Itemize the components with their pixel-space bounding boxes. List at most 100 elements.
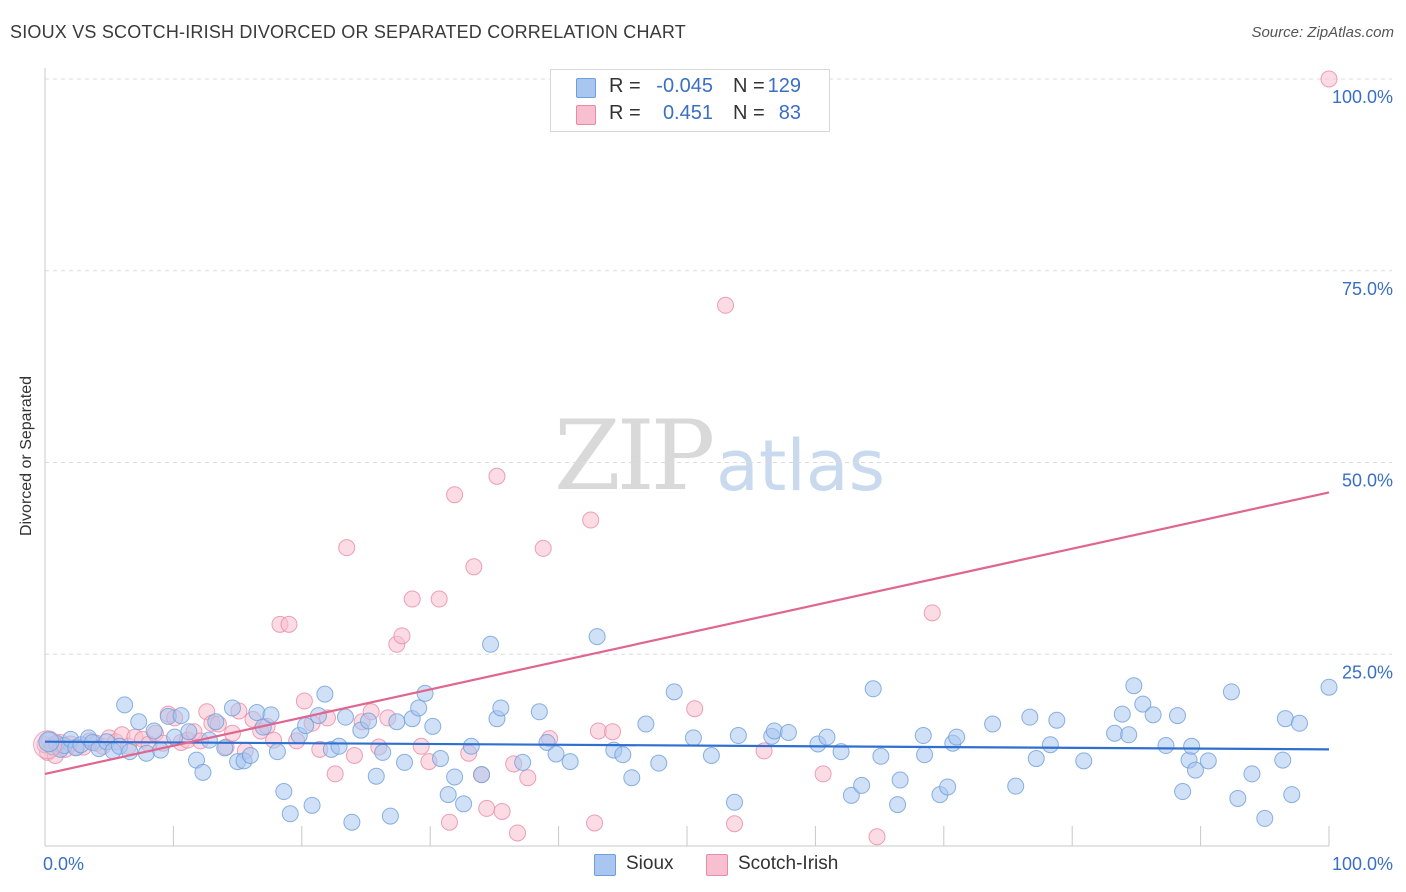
sioux-point (530, 703, 548, 721)
n-value: 129 (767, 75, 801, 97)
sioux-point (455, 795, 473, 813)
sioux-point (1048, 711, 1066, 729)
scotch-irish-point (868, 828, 886, 846)
watermark-atlas: atlas (716, 425, 886, 507)
sioux-point (130, 713, 148, 731)
scotch-irish-point (465, 558, 483, 576)
sioux-point (446, 768, 464, 786)
sioux-point (842, 786, 860, 804)
sioux-point (948, 728, 966, 746)
sioux-point (303, 796, 321, 814)
sioux-point (172, 707, 190, 725)
sioux-point (702, 746, 720, 764)
scotch-irish-point (726, 815, 744, 833)
sioux-swatch (576, 78, 596, 98)
scotch-irish-point (509, 824, 527, 842)
sioux-point (1041, 736, 1059, 754)
sioux-point (891, 771, 909, 789)
sioux-point (637, 715, 655, 733)
sioux-point (431, 750, 449, 768)
sioux-point (1199, 752, 1217, 770)
sioux-point (1021, 708, 1039, 726)
sioux-point (116, 696, 134, 714)
chart-title: SIOUX VS SCOTCH-IRISH DIVORCED OR SEPARA… (10, 22, 686, 42)
scotch-irish-point (582, 511, 600, 529)
r-label: R = (609, 102, 641, 124)
sioux-point (1144, 706, 1162, 724)
scotch-irish-point (412, 737, 430, 755)
sioux-point (343, 813, 361, 831)
sioux-point (916, 746, 934, 764)
sioux-point (1276, 710, 1294, 728)
scotch-irish-point (326, 765, 344, 783)
scotch-irish-point (686, 700, 704, 718)
sioux-point (614, 746, 632, 764)
sioux-point (1027, 750, 1045, 768)
n-label: N = (733, 102, 765, 124)
sioux-point (729, 727, 747, 745)
sioux-point (1075, 752, 1093, 770)
sioux-point (410, 699, 428, 717)
sioux-point (1222, 683, 1240, 701)
scotch-irish-point (589, 722, 607, 740)
source-credit: Source: ZipAtlas.com (1251, 24, 1394, 41)
sioux-point (492, 699, 510, 717)
sioux-point (194, 763, 212, 781)
sioux-point (360, 712, 378, 730)
sioux-point (262, 706, 280, 724)
sioux-point (939, 778, 957, 796)
x-tick-label: 100.0% (1332, 854, 1393, 874)
sioux-trend-line (44, 740, 1330, 751)
scotch-irish-swatch (576, 105, 596, 125)
sioux-point (145, 722, 163, 740)
legend-label: Scotch-Irish (738, 853, 839, 874)
sioux-point (381, 807, 399, 825)
sioux-point (268, 743, 286, 761)
sioux-point (1186, 761, 1204, 779)
scotch-irish-point (717, 296, 735, 314)
n-value: 83 (778, 102, 801, 124)
scotch-irish-point (280, 615, 298, 633)
correlation-legend: R = -0.045 N = 129 R = 0.451 N = 83 (550, 69, 830, 132)
sioux-point (1007, 777, 1025, 795)
sioux-point (1106, 724, 1124, 742)
sioux-point (336, 708, 354, 726)
y-tick-label: 75.0% (1342, 279, 1393, 299)
sioux-point (1320, 678, 1338, 696)
sioux-point (547, 745, 565, 763)
sioux-point (1168, 707, 1186, 725)
scotch-irish-legend-swatch (706, 854, 728, 876)
sioux-point (650, 754, 668, 772)
sioux-point (396, 753, 414, 771)
scotch-irish-point (519, 769, 537, 787)
sioux-point (1229, 789, 1247, 807)
r-value: 0.451 (662, 102, 713, 124)
sioux-point (1283, 786, 1301, 804)
sioux-point (439, 786, 457, 804)
sioux-point (473, 766, 491, 784)
scotch-irish-point (814, 765, 832, 783)
legend-row-scotch-irish: R = 0.451 N = 83 (551, 101, 829, 127)
scotch-irish-point (604, 723, 622, 741)
sioux-point (1113, 705, 1131, 723)
series-legend: Sioux Scotch-Irish (0, 852, 1406, 878)
scotch-irish-point (338, 539, 356, 557)
sioux-point (248, 704, 266, 722)
sioux-point (180, 723, 198, 741)
scotch-irish-point (923, 604, 941, 622)
sioux-point (1157, 737, 1175, 755)
sioux-point (223, 699, 241, 717)
sioux-point (665, 683, 683, 701)
sioux-point (1174, 783, 1192, 801)
sioux-point (832, 743, 850, 761)
sioux-point (514, 753, 532, 771)
sioux-point (765, 722, 783, 740)
sioux-point (367, 767, 385, 785)
scotch-irish-point (446, 486, 464, 504)
sioux-legend-swatch (594, 854, 616, 876)
sioux-point (482, 635, 500, 653)
x-tick-label: 0.0% (43, 854, 84, 874)
sioux-point (1125, 677, 1143, 695)
sioux-point (779, 723, 797, 741)
scotch-irish-point (493, 802, 511, 820)
